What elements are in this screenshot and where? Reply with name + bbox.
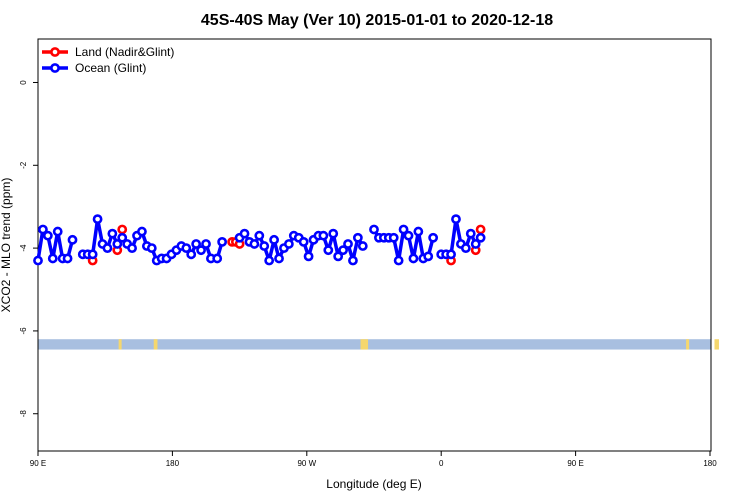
ocean-point (328, 228, 339, 239)
ocean-point (127, 243, 137, 254)
x-axis: 90 E 180 90 W 0 90 E 180 (30, 451, 717, 468)
ocean-point (357, 241, 368, 251)
ocean-point (254, 230, 265, 241)
ocean-point (318, 230, 329, 241)
land-segment (118, 339, 122, 350)
ocean-point (33, 255, 43, 266)
ocean-point (102, 243, 113, 254)
ocean-point (38, 224, 48, 235)
x-tick-label: 90 E (30, 459, 46, 468)
ocean-point (259, 241, 270, 251)
ocean-point (413, 226, 424, 237)
ocean-point (398, 224, 409, 235)
land-segment (686, 339, 690, 350)
land-point (475, 224, 486, 235)
land-segment (714, 339, 719, 350)
ocean-point (186, 249, 197, 260)
y-tick-label: -8 (19, 410, 28, 418)
ocean-point (465, 228, 476, 239)
ocean-point (212, 253, 223, 264)
ocean-point (408, 253, 419, 264)
chart-title: 45S-40S May (Ver 10) 2015-01-01 to 2020-… (201, 12, 553, 29)
ocean-point (181, 243, 192, 254)
ocean-point (333, 251, 344, 262)
x-tick-label: 180 (703, 459, 717, 468)
y-tick-label: 0 (19, 80, 28, 85)
ocean-point (323, 245, 334, 256)
ocean-point (52, 226, 63, 237)
ocean-point (428, 232, 439, 243)
ocean-point (352, 232, 363, 243)
ocean-point (107, 228, 118, 239)
plot-frame (37, 38, 712, 452)
y-tick-label: -6 (19, 327, 28, 335)
ocean-point (196, 245, 206, 256)
ocean-point (137, 226, 147, 237)
ocean-point (446, 249, 456, 260)
ocean-point (403, 230, 414, 241)
ocean-point (146, 243, 157, 254)
land-point (117, 224, 128, 235)
ocean-point (201, 239, 211, 249)
x-tick-label: 90 W (297, 459, 316, 468)
ocean-point (298, 236, 309, 247)
ocean-point (264, 255, 275, 266)
ocean-point (283, 239, 294, 249)
legend: Land (Nadir&Glint) Ocean (Glint) (42, 45, 174, 75)
legend-label: Land (Nadir&Glint) (75, 45, 174, 59)
x-tick-label: 0 (439, 459, 444, 468)
ocean-point (191, 239, 202, 249)
ocean-point (274, 253, 284, 264)
ocean-point (348, 255, 358, 266)
ocean-point (303, 251, 314, 262)
ocean-point (338, 245, 348, 256)
y-axis-label: XCO2 - MLO trend (ppm) (0, 178, 13, 313)
data-series (33, 214, 486, 266)
land-segment (153, 339, 158, 350)
y-axis: 0 -2 -4 -6 -8 (19, 80, 38, 418)
x-tick-label: 90 E (567, 459, 583, 468)
ocean-point (239, 228, 250, 239)
ocean-point (451, 214, 461, 225)
ocean-band (38, 339, 711, 350)
legend-label: Ocean (Glint) (75, 61, 146, 75)
ocean-point (369, 224, 379, 235)
ocean-point (343, 239, 353, 249)
ocean-point (217, 236, 228, 247)
ocean-point (92, 214, 103, 225)
ocean-point (87, 249, 98, 260)
ocean-point (67, 234, 78, 245)
ocean-point (475, 232, 486, 243)
x-tick-label: 180 (166, 459, 180, 468)
ocean-point (423, 251, 434, 262)
ocean-point (460, 243, 471, 254)
legend-marker (50, 63, 60, 73)
ocean-point (269, 234, 279, 245)
ocean-point (117, 232, 128, 243)
ocean-point (249, 239, 260, 249)
x-axis-label: Longitude (deg E) (326, 477, 421, 491)
ocean-point (42, 230, 53, 241)
ocean-point (62, 253, 73, 264)
ocean-point (393, 255, 404, 266)
ocean-point (470, 239, 481, 249)
ocean-point (112, 239, 123, 249)
ocean-point (47, 253, 58, 264)
land-segment (360, 339, 369, 350)
y-tick-label: -2 (19, 161, 28, 169)
legend-marker (50, 47, 60, 57)
y-tick-label: -4 (19, 244, 28, 252)
ocean-point (388, 232, 399, 243)
land-ocean-band (38, 339, 719, 350)
